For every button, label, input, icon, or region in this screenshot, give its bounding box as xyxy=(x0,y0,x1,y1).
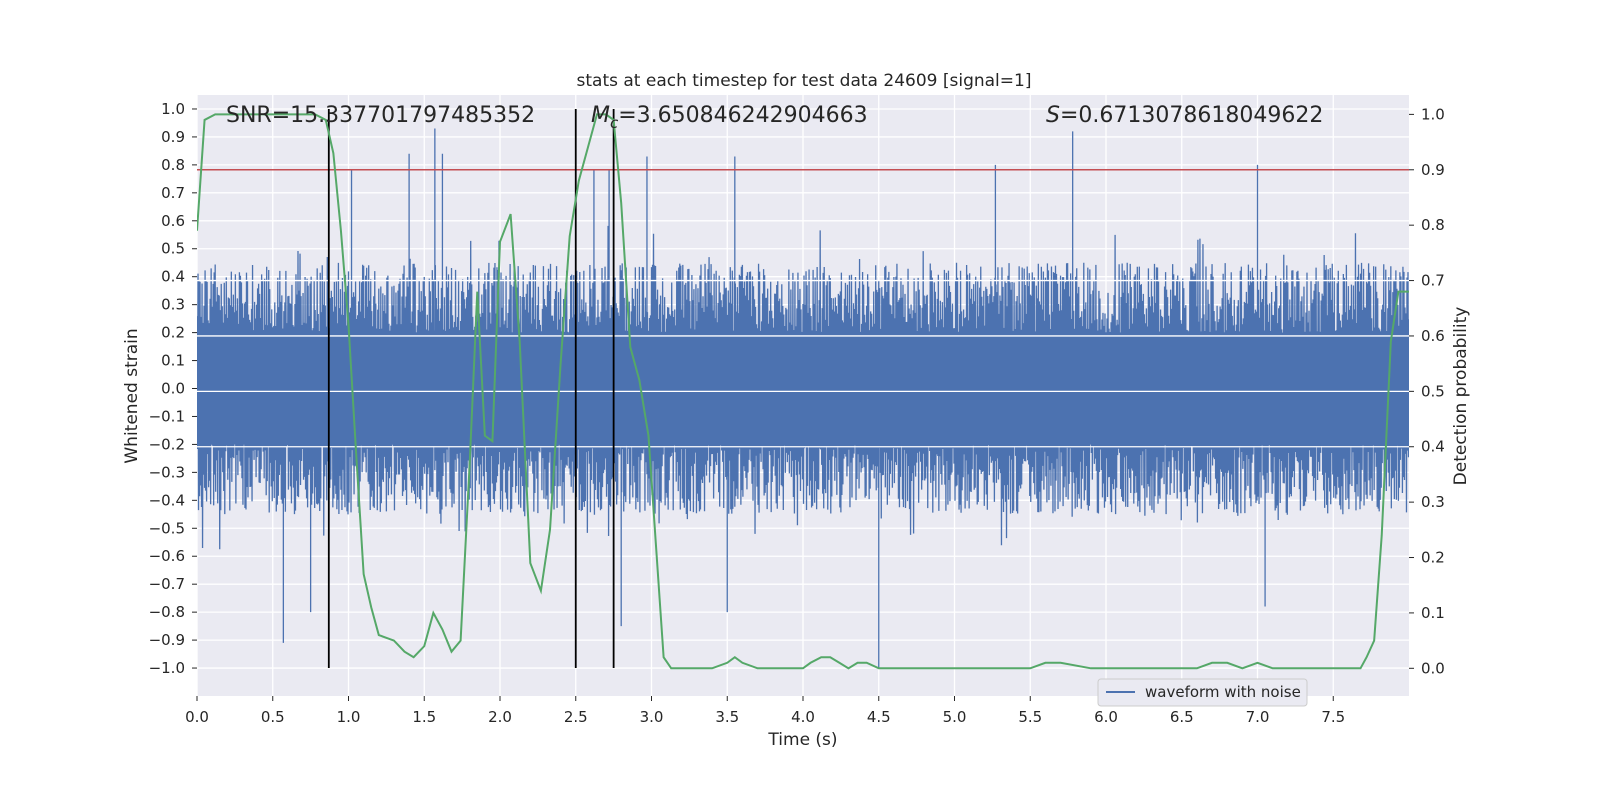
y-left-tick-label-11: −0.1 xyxy=(149,407,185,425)
x-tick-label-15: 7.5 xyxy=(1321,708,1345,726)
chirp-mass-subscript: c xyxy=(610,114,619,132)
legend-box xyxy=(1097,678,1308,707)
y-left-tick-label-8: 0.2 xyxy=(161,324,185,342)
x-tick-label-6: 3.0 xyxy=(640,708,664,726)
y-left-tick-label-5: 0.5 xyxy=(161,240,185,258)
x-tick-label-13: 6.5 xyxy=(1170,708,1194,726)
x-tick-label-7: 3.5 xyxy=(715,708,739,726)
y-left-tick-label-13: −0.3 xyxy=(149,463,185,481)
y-axis-left-label: Whitened strain xyxy=(122,328,142,463)
y-left-tick-label-19: −0.9 xyxy=(149,631,185,649)
x-tick-label-0: 0.0 xyxy=(185,708,209,726)
y-right-tick-label-0: 1.0 xyxy=(1421,105,1445,123)
y-right-tick-label-5: 0.5 xyxy=(1421,382,1445,400)
y-left-tick-label-12: −0.2 xyxy=(149,435,185,453)
score-value: =0.6713078618049622 xyxy=(1060,103,1323,128)
x-tick-label-8: 4.0 xyxy=(791,708,815,726)
legend: waveform with noise xyxy=(1097,678,1308,707)
chart-title: stats at each timestep for test data 246… xyxy=(577,71,1032,91)
plot-area xyxy=(197,108,1409,670)
y-left-tick-label-0: 1.0 xyxy=(161,100,185,118)
y-right-tick-label-1: 0.9 xyxy=(1421,161,1445,179)
x-tick-label-12: 6.0 xyxy=(1094,708,1118,726)
y-right-tick-label-2: 0.8 xyxy=(1421,216,1445,234)
y-left-tick-label-20: −1.0 xyxy=(149,659,185,677)
chirp-mass-value: =3.650846242904663 xyxy=(618,103,867,128)
x-tick-label-5: 2.5 xyxy=(564,708,588,726)
y-left-tick-label-2: 0.8 xyxy=(161,156,185,174)
y-right-tick-label-6: 0.4 xyxy=(1421,438,1445,456)
y-right-tick-label-3: 0.7 xyxy=(1421,272,1445,290)
x-axis-ticks: 0.0 0.5 1.0 1.5 2.0 2.5 3.0 3.5 4.0 4.5 5.0 5.5 6.0 6… xyxy=(185,696,1345,726)
y-left-tick-label-9: 0.1 xyxy=(161,352,185,370)
y-gridlines-overlay xyxy=(197,279,1409,448)
y-left-tick-label-1: 0.9 xyxy=(161,128,185,146)
x-tick-label-14: 7.0 xyxy=(1246,708,1270,726)
legend-label-waveform: waveform with noise xyxy=(1145,683,1301,701)
y-left-tick-label-6: 0.4 xyxy=(161,268,185,286)
x-tick-label-9: 4.5 xyxy=(867,708,891,726)
y-left-tick-label-4: 0.6 xyxy=(161,212,185,230)
x-tick-label-1: 0.5 xyxy=(261,708,285,726)
y-right-tick-label-4: 0.6 xyxy=(1421,327,1445,345)
y-left-tick-label-10: 0.0 xyxy=(161,380,185,398)
y-left-tick-label-7: 0.3 xyxy=(161,296,185,314)
score-annotation: S=0.6713078618049622 xyxy=(1046,103,1323,128)
y-right-tick-label-10: 0.0 xyxy=(1421,659,1445,677)
y-axis-right-ticks: 1.0 0.9 0.8 0.7 0.6 0.5 0.4 0.3 0.2 0.1 0.0 xyxy=(1409,105,1445,677)
snr-annotation: SNR=15.337701797485352 xyxy=(226,103,535,128)
y-left-tick-label-18: −0.8 xyxy=(149,603,185,621)
x-tick-label-11: 5.5 xyxy=(1018,708,1042,726)
x-tick-label-2: 1.0 xyxy=(337,708,361,726)
y-left-tick-label-14: −0.4 xyxy=(149,491,185,509)
y-right-tick-label-8: 0.2 xyxy=(1421,549,1445,567)
y-right-tick-label-9: 0.1 xyxy=(1421,604,1445,622)
y-left-tick-label-15: −0.5 xyxy=(149,519,185,537)
x-axis-label: Time (s) xyxy=(767,730,837,750)
y-right-tick-label-7: 0.3 xyxy=(1421,493,1445,511)
y-left-tick-label-3: 0.7 xyxy=(161,184,185,202)
x-tick-label-3: 1.5 xyxy=(412,708,436,726)
detection-probability-line xyxy=(197,113,1409,670)
y-axis-right-label: Detection probability xyxy=(1451,307,1471,486)
y-axis-left-ticks: 1.0 0.9 0.8 0.7 0.6 0.5 0.4 0.3 0.2 0.1 0.0 −0.1 −0.… xyxy=(149,100,197,677)
y-left-tick-label-16: −0.6 xyxy=(149,547,185,565)
chirp-mass-symbol: M xyxy=(591,103,610,128)
chirp-mass-annotation: Mc=3.650846242904663 xyxy=(591,103,868,132)
score-symbol: S xyxy=(1046,103,1060,128)
y-left-tick-label-17: −0.7 xyxy=(149,575,185,593)
x-tick-label-10: 5.0 xyxy=(943,708,967,726)
waveform-series xyxy=(197,128,1409,669)
x-tick-label-4: 2.0 xyxy=(488,708,512,726)
